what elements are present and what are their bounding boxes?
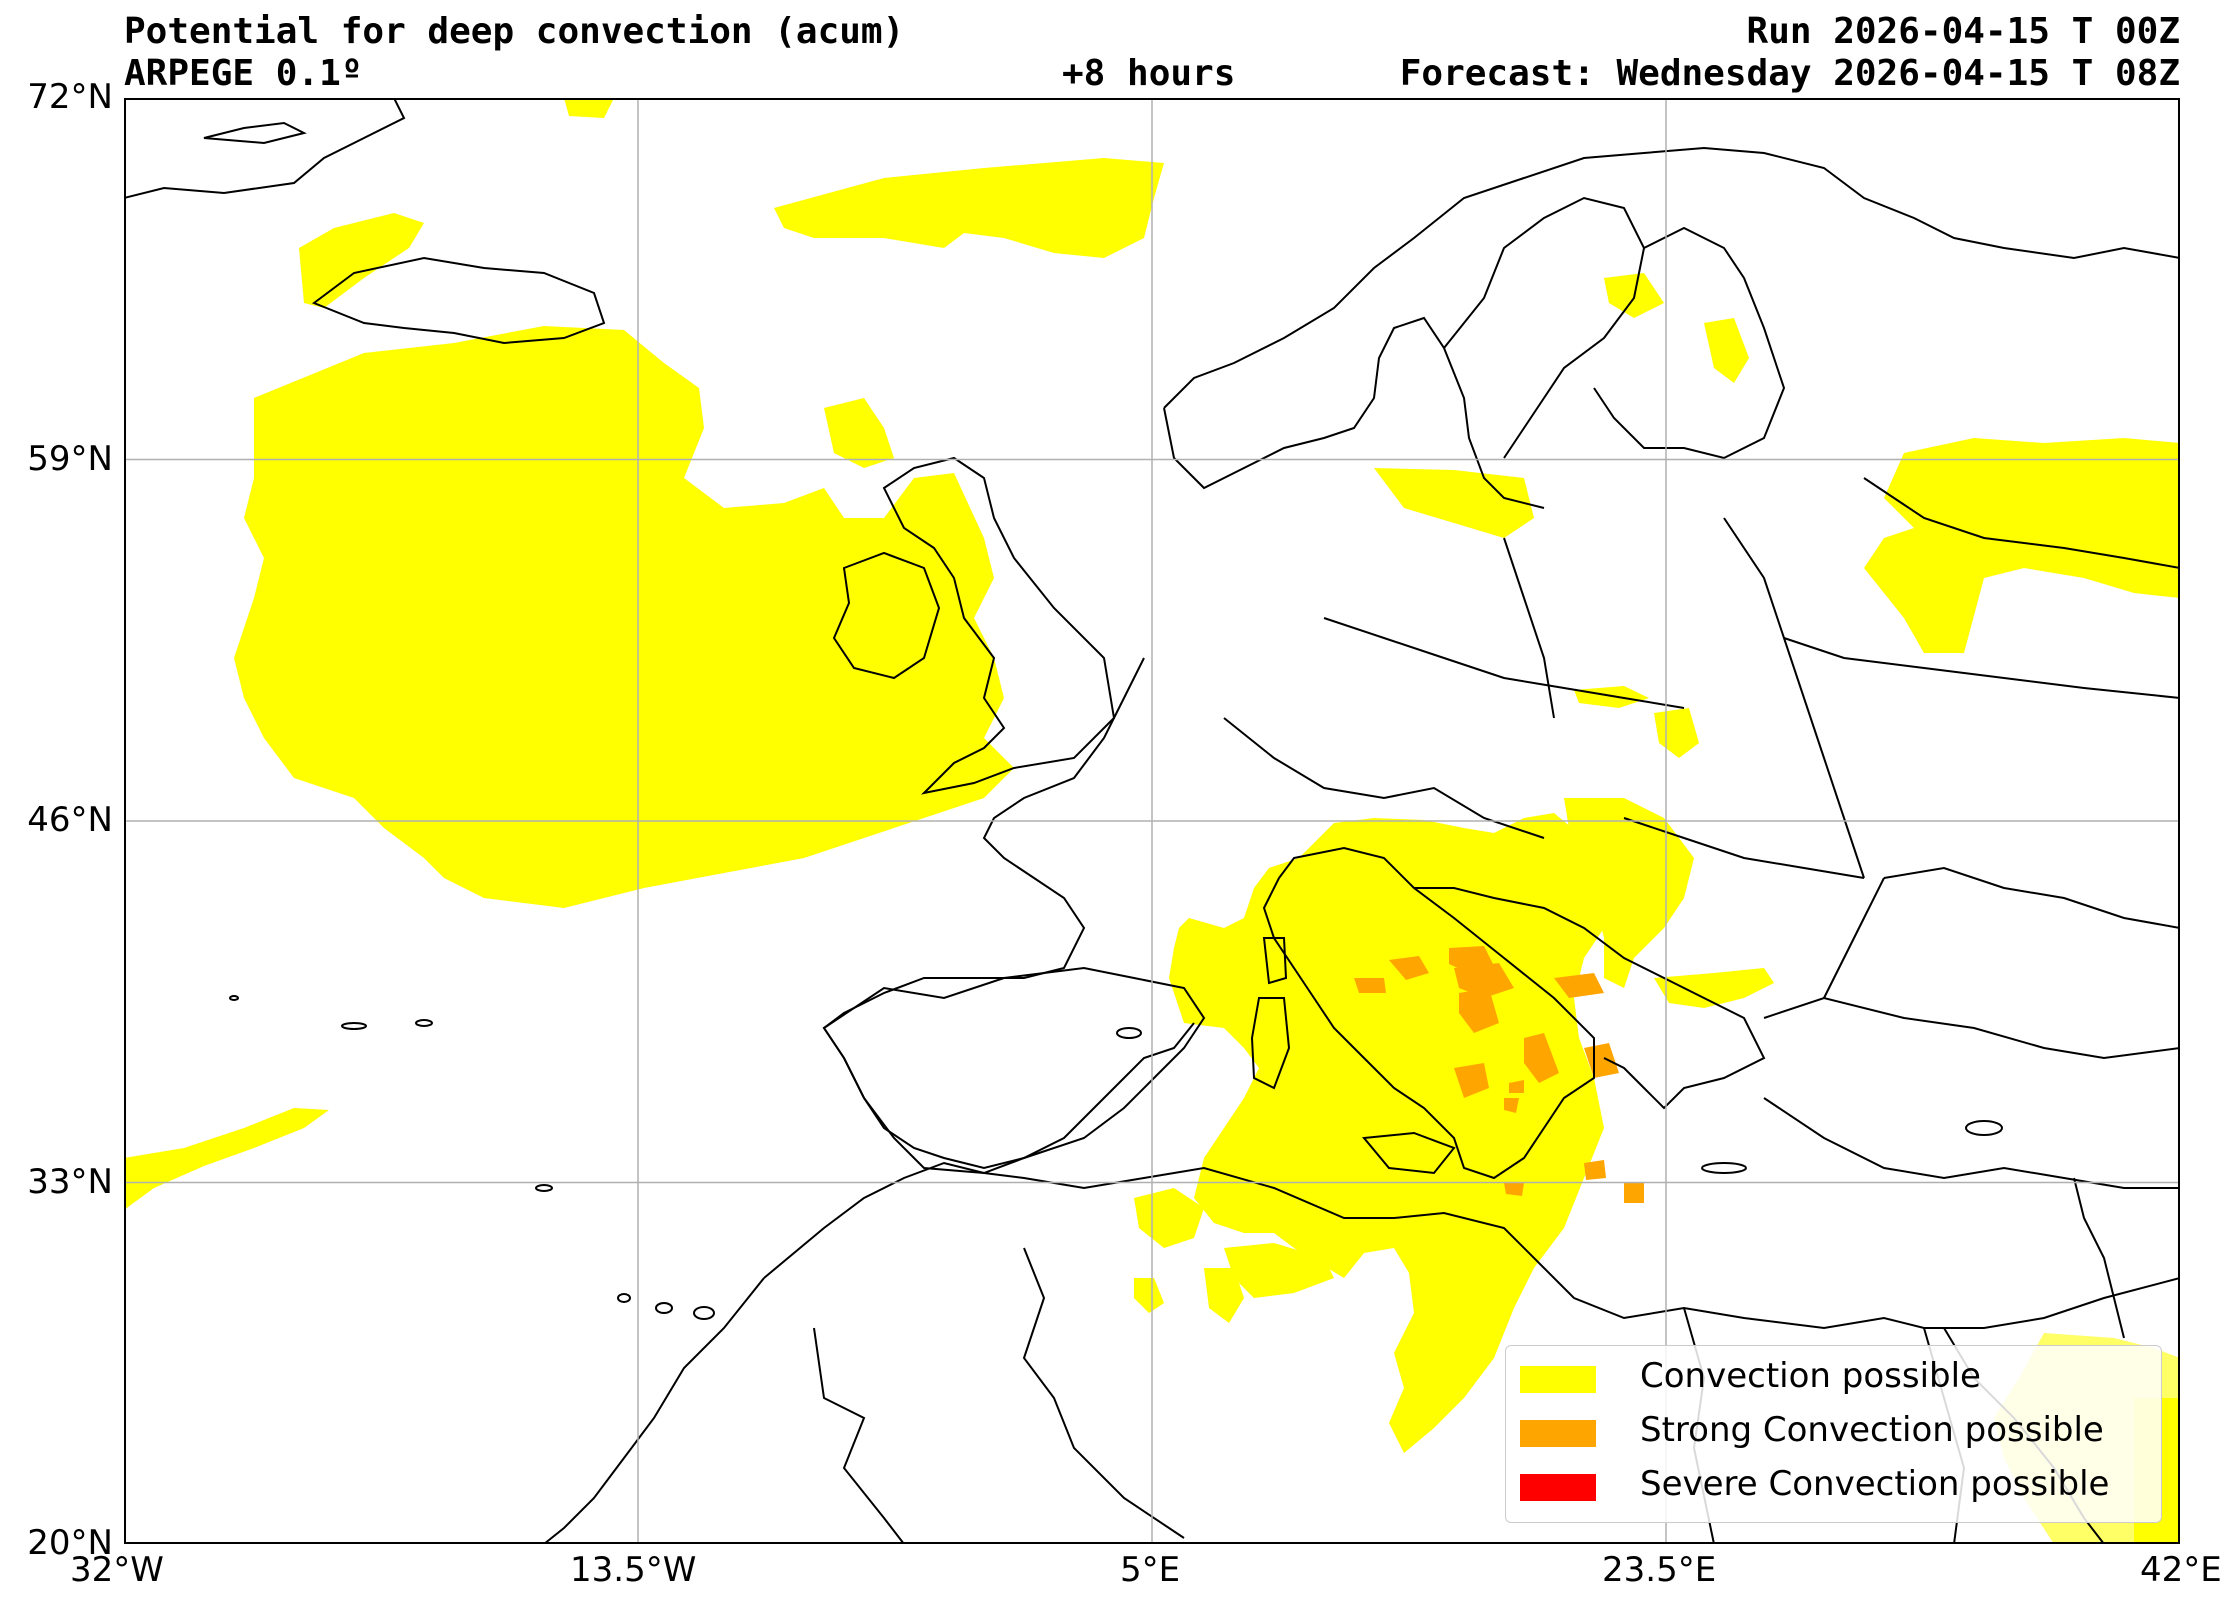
- coast-iberia: [822, 966, 1206, 1175]
- legend-swatch-severe: [1520, 1474, 1596, 1501]
- strong-area-14: [1624, 1183, 1644, 1203]
- legend-swatch-strong: [1520, 1420, 1596, 1447]
- strong-area-6: [1554, 973, 1604, 998]
- coast-sicily: [1362, 1131, 1456, 1175]
- lon-label-23-5e: 23.5°E: [1602, 1550, 1717, 1590]
- graticule: [124, 98, 2180, 1544]
- legend-swatch-convection: [1520, 1366, 1596, 1393]
- strong-area-2: [1389, 956, 1429, 980]
- strong-area-7: [1454, 1063, 1489, 1098]
- legend-label-severe: Severe Convection possible: [1640, 1464, 2110, 1504]
- strong-area-9: [1504, 1098, 1519, 1113]
- strong-area-13: [1504, 1183, 1524, 1196]
- convection-area-iceland: [299, 213, 424, 308]
- border-africa-1: [813, 1327, 905, 1544]
- convection-area-aegean: [1654, 968, 1774, 1008]
- coast-italy: [1262, 846, 1595, 1180]
- convection-area-balkans: [1564, 798, 1694, 988]
- coast-iceland: [311, 256, 606, 345]
- convection-area-morocco-dots: [1134, 1278, 1164, 1313]
- lat-label-20n: 20°N: [27, 1523, 113, 1563]
- lat-label-33n: 33°N: [27, 1162, 113, 1202]
- convection-area-north-sea-west: [824, 398, 894, 468]
- coast-ireland: [832, 551, 941, 680]
- coast-greenland: [124, 98, 406, 199]
- island-canary-1: [617, 1293, 631, 1303]
- border-europe-4: [1503, 537, 1555, 719]
- lead-time: +8 hours: [1062, 53, 1236, 94]
- coast-scandinavia: [1163, 146, 2180, 409]
- lon-label-5e: 5°E: [1120, 1550, 1181, 1590]
- map-panel: [124, 98, 2180, 1544]
- island-azores-2: [341, 1022, 367, 1030]
- strong-convection-areas: [1354, 946, 1644, 1203]
- map-border: [124, 98, 2180, 1544]
- island-madeira: [535, 1184, 553, 1192]
- coast-levant: [2073, 1177, 2125, 1339]
- coast-turkey: [1763, 996, 2180, 1060]
- convection-area-algeria: [1204, 1268, 1244, 1323]
- coast-sardinia: [1250, 997, 1291, 1090]
- strong-area-8: [1524, 1033, 1559, 1083]
- coast-balkans: [1414, 887, 1766, 1110]
- map-legend: Convection possible Strong Convection po…: [1505, 1345, 2162, 1523]
- island-cyprus: [1965, 1120, 2003, 1136]
- lat-label-46n: 46°N: [27, 800, 113, 840]
- border-europe-1: [1223, 717, 1545, 839]
- coast-europe-west: [822, 657, 1195, 1170]
- island-crete: [1701, 1162, 1747, 1174]
- convection-area-north-africa-west: [1134, 1188, 1204, 1248]
- border-europe-5: [1783, 637, 2180, 699]
- convection-area-baltic: [1374, 468, 1534, 538]
- island-canary-2: [655, 1302, 673, 1314]
- coastlines-and-borders: [124, 98, 2180, 1544]
- strong-area-4: [1459, 988, 1499, 1033]
- convection-area-southwest: [124, 1108, 329, 1210]
- lon-label-13-5w: 13.5°W: [570, 1550, 697, 1590]
- island-azores-1: [229, 995, 239, 1001]
- convection-area-arctic-2: [564, 98, 614, 118]
- coast-north-africa: [763, 1161, 2180, 1330]
- border-europe-3: [1723, 517, 1865, 879]
- forecast-time: Forecast: Wednesday 2026-04-15 T 08Z: [1399, 53, 2180, 94]
- border-europe-6: [1863, 477, 2180, 569]
- lat-label-59n: 59°N: [27, 439, 113, 479]
- lat-label-72n: 72°N: [27, 77, 113, 117]
- legend-label-strong: Strong Convection possible: [1640, 1410, 2104, 1450]
- convection-area-ukraine: [1654, 708, 1699, 758]
- coast-corsica: [1262, 937, 1288, 985]
- island-azores-3: [415, 1019, 433, 1027]
- convection-area-atlantic: [234, 326, 1014, 908]
- convection-area-arctic: [774, 158, 1164, 258]
- strong-area-3: [1454, 963, 1514, 998]
- border-europe-7: [1623, 817, 1865, 879]
- coast-morocco-atlantic: [543, 1277, 765, 1544]
- convection-area-russia: [1864, 438, 2180, 653]
- lon-label-42e: 42°E: [2140, 1550, 2222, 1590]
- coast-black-sea: [1883, 866, 2180, 929]
- strong-area-12: [1584, 1160, 1606, 1180]
- border-europe-2: [1323, 617, 1685, 709]
- legend-label-convection: Convection possible: [1640, 1356, 1981, 1396]
- coast-great-britain: [882, 456, 1116, 795]
- convection-area-finland-2: [1704, 318, 1749, 383]
- island-balearic: [1116, 1027, 1142, 1039]
- island-canary-3: [693, 1306, 715, 1320]
- map-title: Potential for deep convection (acum): [124, 11, 905, 52]
- border-africa-2: [1022, 1247, 1185, 1539]
- lon-label-32w: 32°W: [70, 1550, 164, 1590]
- convection-area-north-africa-coast: [1224, 1243, 1334, 1298]
- convection-area-poland: [1574, 686, 1649, 708]
- model-name: ARPEGE 0.1º: [124, 53, 363, 94]
- strong-area-11: [1509, 1080, 1524, 1093]
- run-time: Run 2026-04-15 T 00Z: [1746, 11, 2180, 52]
- strong-area-10: [1584, 1043, 1619, 1078]
- strong-area-5: [1354, 978, 1386, 993]
